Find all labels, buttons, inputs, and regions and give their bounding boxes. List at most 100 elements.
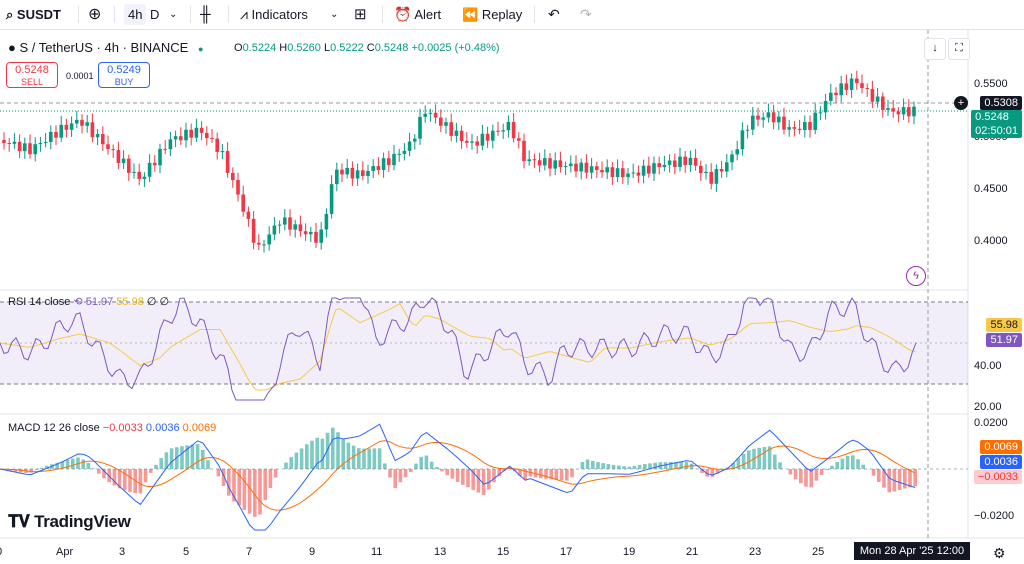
macd-hist-bar [549, 469, 553, 480]
redo-button[interactable]: ↷ [580, 4, 592, 25]
macd-hist-bar [403, 469, 408, 478]
candle-body [803, 122, 807, 131]
candle-body [267, 234, 271, 245]
macd-hist-bar [13, 469, 18, 472]
macd-hist-bar [71, 458, 75, 469]
time-axis-label: 0 [0, 546, 2, 558]
macd-hist-bar [518, 469, 522, 476]
macd-hist-bar [429, 461, 434, 469]
indicators-dropdown[interactable]: ⌄ [330, 4, 338, 25]
candle-body [288, 217, 292, 230]
macd-hist-bar [227, 469, 231, 496]
macd-hist-bar [840, 458, 845, 469]
toolbar-divider [534, 6, 535, 23]
replay-button[interactable]: ⏪ Replay [462, 4, 522, 25]
candle-body [574, 163, 578, 172]
candle-body [740, 130, 745, 150]
candle-body [730, 154, 734, 163]
candle-body [511, 121, 516, 139]
macd-hist-bar [377, 448, 382, 469]
macd-hist-bar [455, 469, 460, 482]
macd-hist-bar [799, 469, 803, 484]
maximize-button[interactable]: ⛶ [948, 38, 970, 60]
settings-gear-icon[interactable]: ⚙ [993, 545, 1006, 561]
macd-hist-bar [117, 469, 122, 489]
indicators-button[interactable]: ⩘ Indicators [240, 4, 308, 25]
candle-body [132, 171, 136, 173]
interval-d-button[interactable]: D [150, 7, 160, 22]
candle-body [163, 148, 167, 150]
symbol-search-button[interactable]: ⌕ SUSDT [6, 4, 61, 25]
candle-body [283, 217, 287, 225]
close-label: C [366, 42, 375, 54]
macd-hist-bar [357, 448, 361, 469]
rsi-legend: RSI 14 close ⟲ 51.97 55.98 ∅ ∅ [8, 295, 169, 308]
close-value: 0.5248 [374, 42, 409, 54]
candle-body [865, 88, 869, 90]
rewind-icon: ⏪ [462, 7, 479, 22]
macd-hist-bar [149, 469, 153, 473]
candle-body [387, 158, 391, 166]
macd-hist-bar [221, 469, 226, 486]
low-value: 0.5222 [330, 42, 364, 54]
rsi-line [0, 296, 917, 401]
buy-button[interactable]: 0.5249 BUY [98, 62, 150, 88]
compare-symbol-button[interactable]: ⊕ [88, 4, 101, 25]
macd-hist-bar [206, 460, 210, 469]
macd-hist-bar [336, 432, 340, 469]
alert-button[interactable]: ⏰ Alert [394, 4, 441, 25]
macd-hist-bar [346, 442, 351, 469]
scroll-down-button[interactable]: ↓ [924, 38, 946, 60]
macd-hist-bar [8, 469, 13, 471]
macd-hist-bar [60, 461, 65, 469]
macd-hist-bar [372, 448, 377, 469]
candle-body [709, 171, 713, 184]
candle-body [756, 115, 760, 120]
macd-hist-bar [476, 469, 481, 493]
candle-body [454, 130, 459, 136]
time-axis-label: 13 [434, 546, 447, 558]
candle-body [350, 167, 355, 179]
interval-4h-button[interactable]: 4h [124, 4, 147, 25]
macd-hist-bar [268, 469, 273, 488]
layouts-button[interactable]: ⊞ [354, 4, 367, 25]
candle-body [231, 172, 235, 181]
macd-hist-bar [887, 469, 891, 493]
undo-button[interactable]: ↶ [548, 4, 560, 25]
sell-button[interactable]: 0.5248 SELL [6, 62, 58, 88]
macd-hist-bar [39, 467, 44, 469]
lightning-icon[interactable]: ϟ [906, 266, 926, 286]
candle-body [184, 129, 188, 141]
candle-body [272, 225, 277, 235]
time-axis-label: 17 [560, 546, 573, 558]
rsi-ma-value: 55.98 [116, 296, 144, 308]
macd-hist-bar [648, 463, 652, 469]
candle-body [647, 165, 651, 174]
macd-hist-bar [804, 469, 808, 487]
undo-icon: ↶ [548, 6, 560, 22]
candle-body [220, 151, 225, 153]
candle-body [506, 121, 511, 131]
chevron-down-icon: ⌄ [330, 9, 339, 20]
macd-signal-line [0, 440, 916, 511]
macd-hist-bar [705, 469, 709, 477]
macd-hist-bar [419, 456, 423, 469]
macd-hist-bar [622, 466, 626, 469]
chart-type-button[interactable]: ╫ [200, 4, 211, 25]
candle-body [834, 92, 838, 96]
macd-hist-bar [242, 469, 247, 510]
macd-hist-bar [809, 469, 813, 488]
market-open-dot-icon: ● [197, 44, 204, 54]
macd-hist-value: −0.0033 [102, 422, 143, 434]
candle-body [766, 112, 771, 118]
add-alert-icon[interactable]: + [954, 96, 968, 110]
candle-body [771, 112, 776, 123]
interval-dropdown[interactable]: ⌄ [169, 4, 177, 25]
macd-hist-bar [481, 469, 486, 495]
candle-body [787, 127, 791, 130]
candle-body [241, 194, 245, 212]
macd-hist-bar [445, 469, 449, 476]
open-label: O [234, 42, 243, 54]
candle-body [751, 115, 755, 130]
